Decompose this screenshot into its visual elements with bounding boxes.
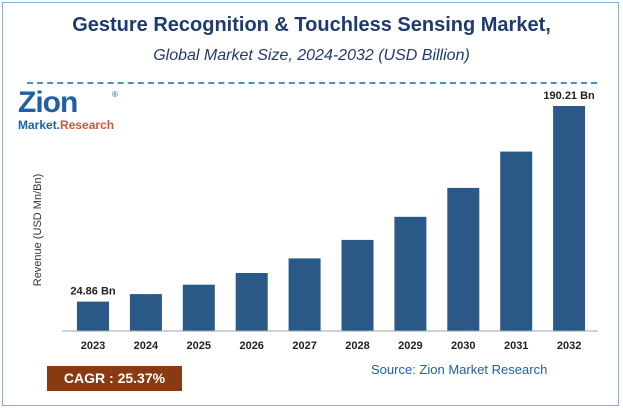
logo-subtitle: Market.Research	[18, 118, 114, 132]
x-tick-2028: 2028	[345, 340, 369, 352]
x-tick-2031: 2031	[504, 340, 528, 352]
bar-2030	[447, 187, 480, 331]
data-label-2032: 190.21 Bn	[543, 90, 595, 102]
x-tick-2027: 2027	[292, 340, 316, 352]
x-tick-2030: 2030	[451, 340, 475, 352]
x-tick-2029: 2029	[398, 340, 422, 352]
bar-2024	[129, 294, 162, 331]
cagr-badge: CAGR : 25.37%	[47, 366, 182, 391]
chart-title: Gesture Recognition & Touchless Sensing …	[72, 14, 551, 36]
x-tick-2024: 2024	[134, 340, 159, 352]
zion-logo: Zion ® Market.Research	[16, 86, 126, 136]
bar-2026	[235, 273, 268, 331]
logo-sub-market: Market.	[18, 118, 61, 132]
bar-2032	[553, 106, 586, 331]
bar-2023	[77, 301, 109, 331]
chart-subtitle: Global Market Size, 2024-2032 (USD Billi…	[153, 47, 470, 64]
bars-group	[77, 106, 586, 331]
logo-word: Zion	[18, 86, 78, 119]
bar-2027	[288, 258, 321, 331]
logo-sub-research: Research	[60, 118, 115, 132]
source-note: Source: Zion Market Research	[371, 362, 548, 377]
data-labels: 24.86 Bn 190.21 Bn	[70, 90, 595, 298]
x-tick-2026: 2026	[239, 340, 263, 352]
x-tick-labels: 2023 2024 2025 2026 2027 2028 2029 2030 2031 2032	[81, 340, 582, 352]
bar-2031	[500, 151, 533, 331]
bar-2028	[341, 239, 374, 331]
bar-2025	[182, 284, 215, 331]
x-tick-2023: 2023	[81, 340, 105, 352]
logo-registered-mark: ®	[112, 90, 118, 99]
data-label-2023: 24.86 Bn	[70, 286, 116, 298]
x-tick-2032: 2032	[557, 340, 581, 352]
bar-2029	[394, 216, 427, 331]
x-tick-2025: 2025	[187, 340, 211, 352]
title-divider	[27, 82, 597, 84]
